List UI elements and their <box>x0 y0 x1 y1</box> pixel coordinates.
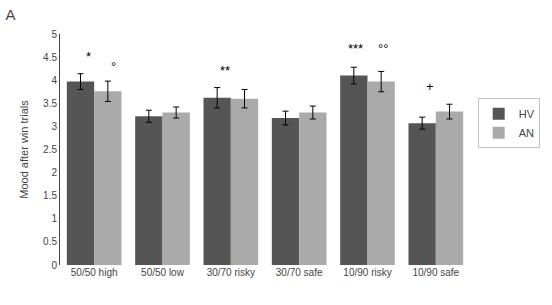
svg-text:2: 2 <box>51 167 57 178</box>
svg-text:30/70 risky: 30/70 risky <box>207 267 255 278</box>
svg-text:30/70 safe: 30/70 safe <box>276 267 323 278</box>
svg-text:HV: HV <box>519 108 535 120</box>
svg-text:A: A <box>6 6 16 23</box>
svg-text:50/50 high: 50/50 high <box>71 267 118 278</box>
svg-text:4: 4 <box>51 75 57 86</box>
svg-text:2.5: 2.5 <box>43 144 57 155</box>
svg-text:10/90 safe: 10/90 safe <box>412 267 459 278</box>
svg-text:+: + <box>426 79 434 94</box>
svg-text:0.5: 0.5 <box>43 236 57 247</box>
svg-text:°°: °° <box>378 41 388 56</box>
svg-text:°: ° <box>111 59 116 74</box>
svg-text:*: * <box>86 49 91 64</box>
svg-text:0: 0 <box>51 260 57 271</box>
svg-text:4.5: 4.5 <box>43 52 57 63</box>
svg-text:5: 5 <box>51 29 57 40</box>
svg-text:3: 3 <box>51 121 57 132</box>
svg-text:Mood after win trials: Mood after win trials <box>18 100 30 199</box>
svg-text:1: 1 <box>51 213 57 224</box>
svg-text:10/90 risky: 10/90 risky <box>343 267 391 278</box>
svg-text:AN: AN <box>519 127 534 139</box>
svg-text:1.5: 1.5 <box>43 190 57 201</box>
svg-text:50/50 low: 50/50 low <box>141 267 185 278</box>
svg-text:3.5: 3.5 <box>43 98 57 109</box>
svg-text:**: ** <box>220 63 230 78</box>
svg-text:***: *** <box>348 41 363 56</box>
